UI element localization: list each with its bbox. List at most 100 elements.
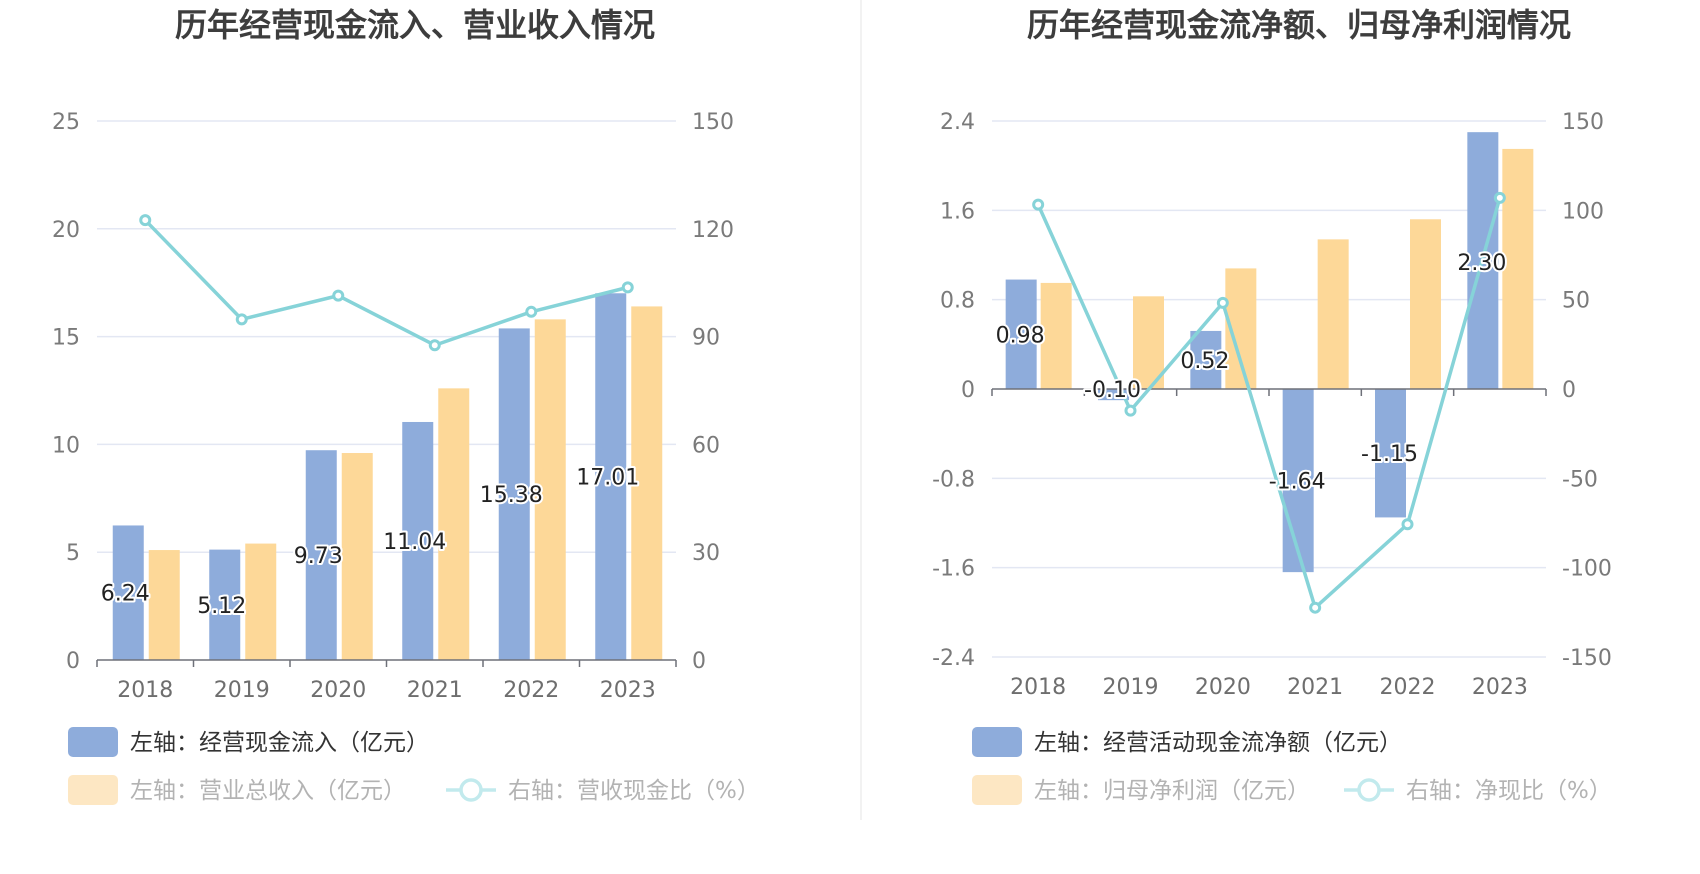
ratio-point-2023 xyxy=(1493,191,1506,204)
x-axis-label-2019: 2019 xyxy=(1103,675,1159,700)
secondary-bar-2018 xyxy=(1040,282,1072,389)
primary-bar-2022 xyxy=(498,328,530,660)
ratio-point-2019 xyxy=(1124,404,1137,417)
secondary-bar-2020 xyxy=(341,453,373,660)
data-label-2022: 15.38 xyxy=(480,483,543,508)
primary-bar-2022 xyxy=(1375,389,1406,518)
left-axis-tick: -0.8 xyxy=(932,467,975,492)
left-axis-tick: -2.4 xyxy=(932,646,975,671)
ratio-point-2023 xyxy=(621,281,634,294)
right-axis-tick: 60 xyxy=(692,433,720,458)
x-axis-label-2023: 2023 xyxy=(600,678,656,703)
primary-bar-2021 xyxy=(1282,389,1314,573)
data-label-2021: 11.04 xyxy=(383,530,446,555)
legend-swatch-line-marker xyxy=(459,778,483,802)
right-axis-tick: -150 xyxy=(1562,646,1612,671)
x-axis-label-2019: 2019 xyxy=(214,678,270,703)
x-axis-label-2022: 2022 xyxy=(503,678,559,703)
legend-label-secondary: 左轴：营业总收入（亿元） xyxy=(130,778,406,804)
x-axis-label-2020: 2020 xyxy=(1195,675,1251,700)
legend-label-primary: 左轴：经营活动现金流净额（亿元） xyxy=(1034,730,1402,756)
right-axis-tick: 0 xyxy=(1562,378,1576,403)
legend: 左轴：经营活动现金流净额（亿元） 左轴：归母净利润（亿元） 右轴：净现比（%） xyxy=(972,727,1612,805)
ratio-point-2019 xyxy=(235,313,248,326)
right-axis-tick: -100 xyxy=(1562,557,1612,582)
left-axis-tick: 0.8 xyxy=(940,289,975,314)
legend-swatch-secondary xyxy=(972,775,1022,805)
data-label-2021: -1.64 xyxy=(1269,470,1326,495)
right-axis-tick: 90 xyxy=(692,326,720,351)
legend-swatch-line-marker xyxy=(1357,778,1381,802)
data-label-2018: 0.98 xyxy=(996,323,1045,348)
left-axis-tick: 0 xyxy=(961,378,975,403)
x-axis-label-2021: 2021 xyxy=(407,678,463,703)
data-label-2023: 17.01 xyxy=(576,466,639,491)
secondary-bar-2022 xyxy=(1410,219,1441,389)
data-label-2018: 6.24 xyxy=(101,582,150,607)
cash-inflow-revenue-chart: 历年经营现金流入、营业收入情况 0 5 10 15 20 25 0 30 60 90 120 150 20… xyxy=(52,6,760,805)
left-axis-tick: 2.4 xyxy=(940,110,975,135)
ratio-point-2018 xyxy=(139,214,152,227)
data-label-2020: 9.73 xyxy=(294,544,343,569)
primary-bar-2023 xyxy=(595,293,627,660)
data-label-2023: 2.30 xyxy=(1457,251,1506,276)
legend-swatch-primary xyxy=(972,727,1022,757)
ratio-line xyxy=(1036,197,1502,610)
legend-label-secondary: 左轴：归母净利润（亿元） xyxy=(1034,778,1310,804)
left-axis-tick: 10 xyxy=(52,433,80,458)
right-axis-tick: 120 xyxy=(692,218,734,243)
secondary-bar-2023 xyxy=(1502,148,1534,389)
x-axis-label-2023: 2023 xyxy=(1472,675,1528,700)
left-axis-tick: 25 xyxy=(52,110,80,135)
chart-title: 历年经营现金流入、营业收入情况 xyxy=(175,6,655,44)
ratio-line xyxy=(143,218,629,347)
primary-bar-2020 xyxy=(1190,330,1222,389)
ratio-point-2018 xyxy=(1032,198,1045,211)
x-axis-label-2021: 2021 xyxy=(1287,675,1343,700)
left-axis-tick: 20 xyxy=(52,218,80,243)
primary-bar-2021 xyxy=(402,421,434,660)
right-axis-tick: 150 xyxy=(1562,110,1604,135)
secondary-bar-2019 xyxy=(1133,296,1164,389)
secondary-bar-2021 xyxy=(438,388,470,660)
left-axis-tick: 15 xyxy=(52,326,80,351)
left-axis-tick: 0 xyxy=(66,649,80,674)
net-cashflow-profit-chart: 历年经营现金流净额、归母净利润情况 -2.4 -1.6 -0.8 0 0.8 1.6 2.4 -… xyxy=(932,6,1612,805)
secondary-bar-2018 xyxy=(148,550,180,660)
secondary-bar-2022 xyxy=(534,319,566,660)
left-axis-tick: -1.6 xyxy=(932,557,975,582)
chart-title: 历年经营现金流净额、归母净利润情况 xyxy=(1027,6,1571,44)
primary-bar-2018 xyxy=(112,525,144,660)
ratio-point-2020 xyxy=(1216,296,1229,309)
legend-swatch-primary xyxy=(68,727,118,757)
left-axis-tick: 1.6 xyxy=(940,199,975,224)
ratio-point-2020 xyxy=(332,289,345,302)
secondary-bar-2019 xyxy=(245,543,277,660)
legend-label-line: 右轴：净现比（%） xyxy=(1406,778,1612,804)
legend: 左轴：经营现金流入（亿元） 左轴：营业总收入（亿元） 右轴：营收现金比（%） xyxy=(68,727,760,805)
ratio-point-2021 xyxy=(1309,601,1322,614)
primary-bar-2020 xyxy=(305,450,337,660)
ratio-point-2021 xyxy=(428,339,441,352)
right-axis-tick: -50 xyxy=(1562,467,1598,492)
x-axis-label-2018: 2018 xyxy=(117,678,173,703)
primary-bar-2019 xyxy=(209,549,241,660)
data-label-2020: 0.52 xyxy=(1180,349,1229,374)
right-axis-tick: 150 xyxy=(692,110,734,135)
legend-label-primary: 左轴：经营现金流入（亿元） xyxy=(130,730,429,756)
data-label-2019: -0.10 xyxy=(1084,378,1141,403)
right-axis-tick: 30 xyxy=(692,541,720,566)
ratio-point-2022 xyxy=(525,305,538,318)
right-axis-tick: 100 xyxy=(1562,199,1604,224)
x-axis-label-2018: 2018 xyxy=(1010,675,1066,700)
x-axis-label-2020: 2020 xyxy=(310,678,366,703)
right-axis-tick: 0 xyxy=(692,649,706,674)
ratio-point-2022 xyxy=(1401,518,1414,531)
legend-swatch-secondary xyxy=(68,775,118,805)
secondary-bar-2021 xyxy=(1317,239,1349,389)
right-axis-tick: 50 xyxy=(1562,289,1590,314)
secondary-bar-2023 xyxy=(631,306,663,660)
data-label-2022: -1.15 xyxy=(1361,442,1418,467)
left-axis-tick: 5 xyxy=(66,541,80,566)
